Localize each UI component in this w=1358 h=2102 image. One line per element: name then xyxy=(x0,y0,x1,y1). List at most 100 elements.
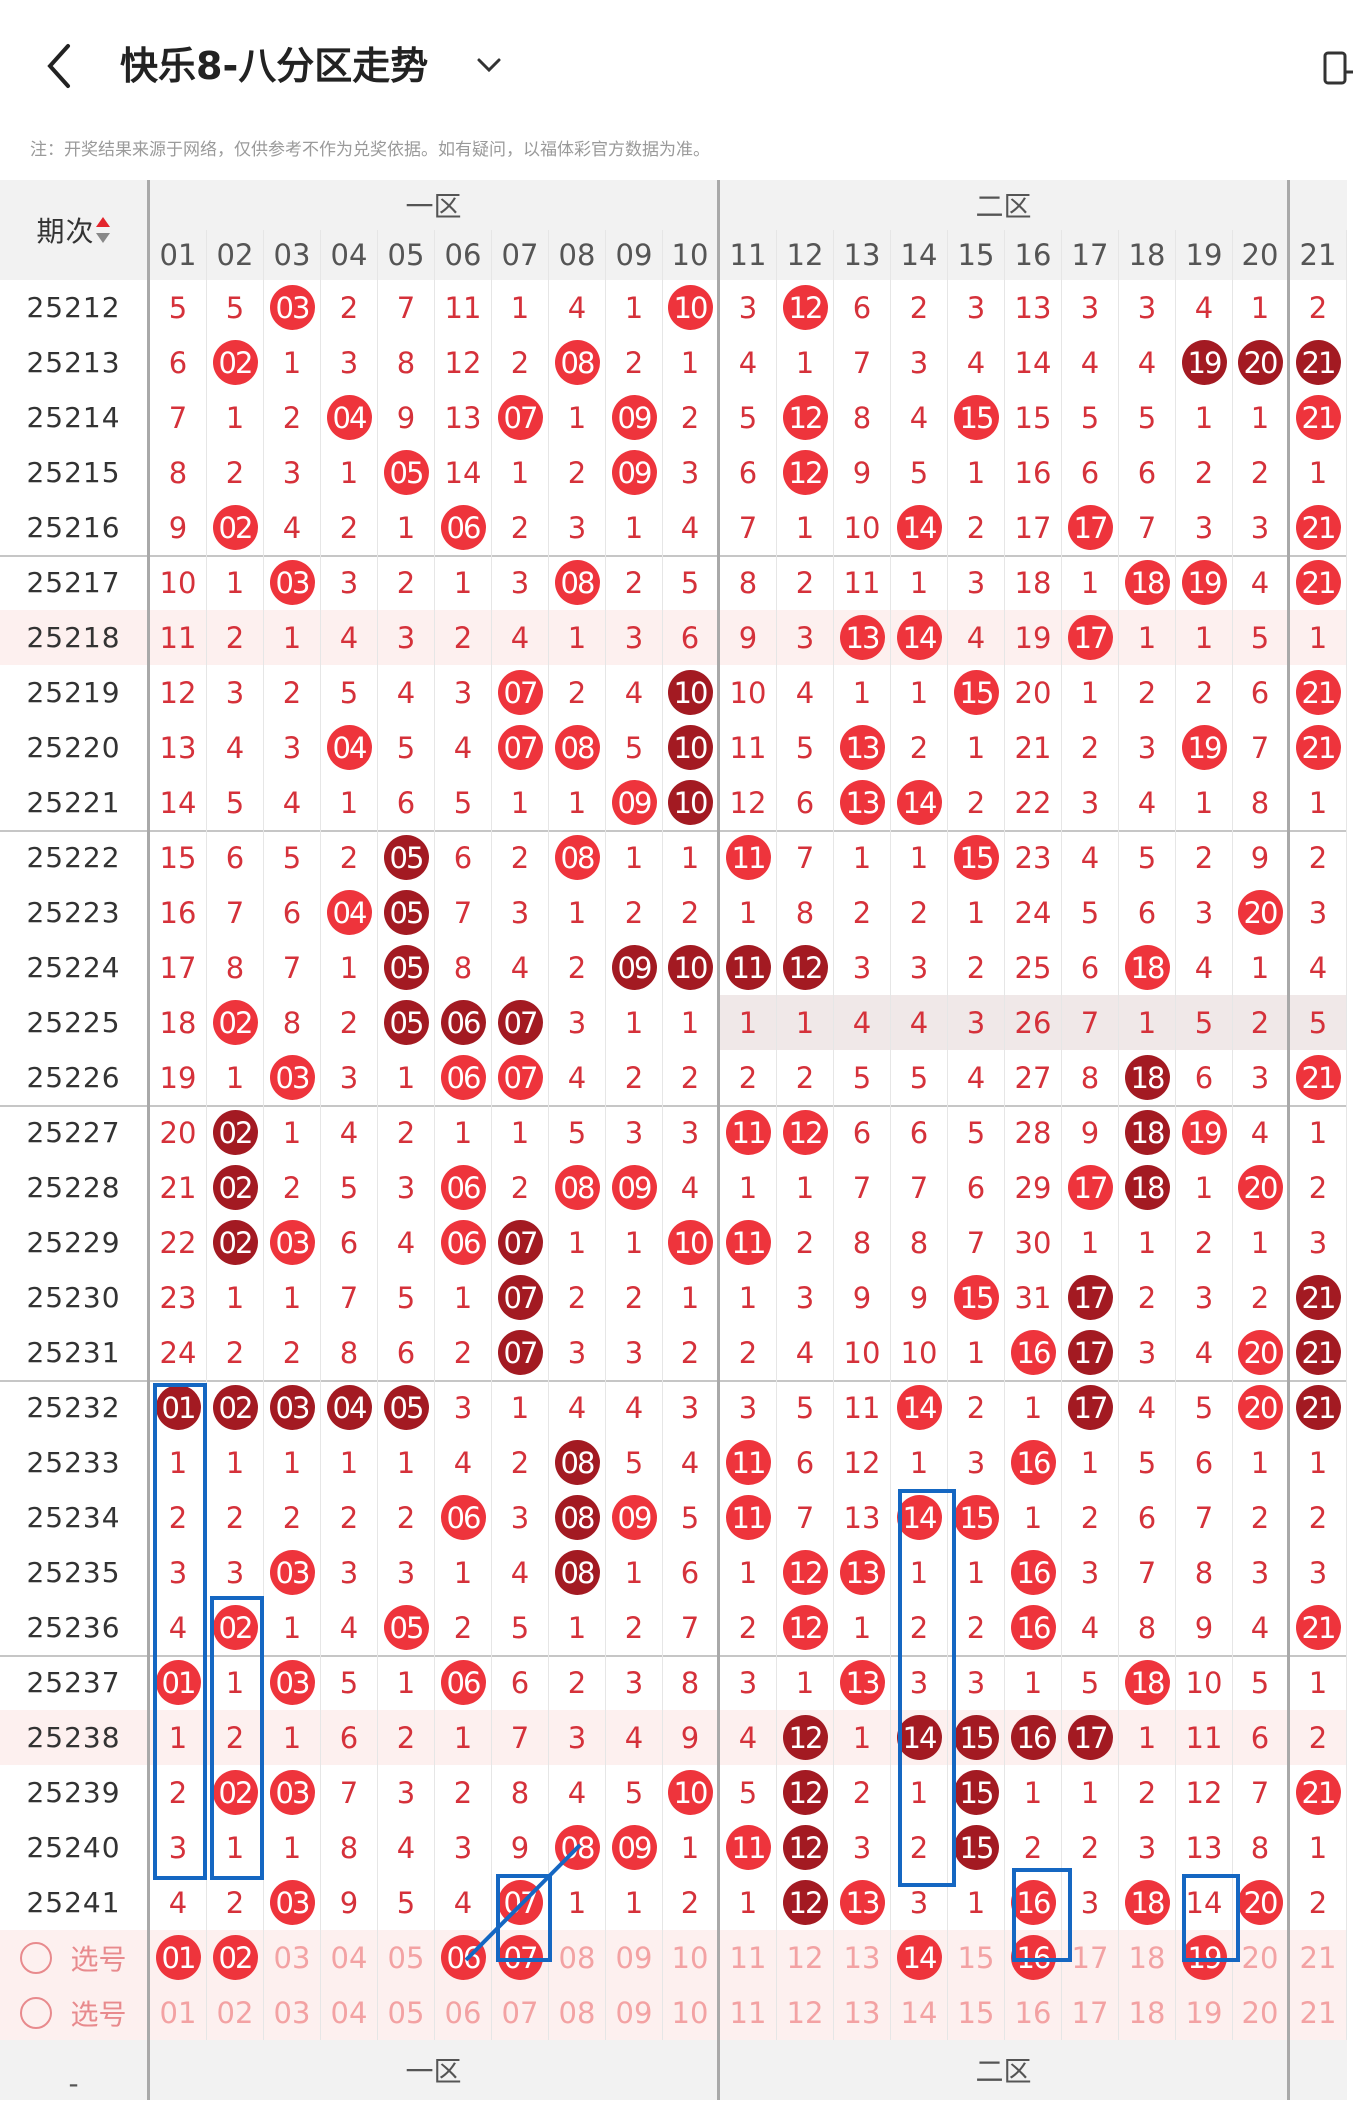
select-number[interactable]: 20 xyxy=(1233,1985,1290,2040)
miss-count-cell: 3 xyxy=(435,1380,492,1435)
selected-number[interactable]: 02 xyxy=(207,1930,264,1985)
back-arrow-icon[interactable] xyxy=(40,38,80,94)
number-ball: 12 xyxy=(782,285,828,330)
select-number[interactable]: 04 xyxy=(321,1930,378,1985)
miss-count-cell: 1 xyxy=(1005,1380,1062,1435)
device-icon[interactable] xyxy=(1322,50,1354,86)
select-number[interactable]: 08 xyxy=(549,1985,606,2040)
select-number[interactable]: 08 xyxy=(549,1930,606,1985)
number-ball[interactable]: 16 xyxy=(1010,1935,1056,1980)
miss-count-cell: 13 xyxy=(1176,1820,1233,1875)
selected-number[interactable]: 19 xyxy=(1176,1930,1233,1985)
miss-count-cell: 4 xyxy=(663,1435,720,1490)
miss-count-cell: 1 xyxy=(378,1435,435,1490)
miss-count-cell: 5 xyxy=(435,775,492,830)
chevron-down-icon[interactable] xyxy=(474,50,504,80)
select-number[interactable]: 09 xyxy=(606,1985,663,2040)
miss-count-cell: 4 xyxy=(1062,1600,1119,1655)
number-ball[interactable]: 19 xyxy=(1181,1935,1227,1980)
select-number[interactable]: 13 xyxy=(834,1985,891,2040)
number-ball[interactable]: 02 xyxy=(212,1935,258,1980)
number-ball: 12 xyxy=(782,1715,828,1760)
miss-count-cell: 3 xyxy=(1290,885,1347,940)
miss-count-cell: 24 xyxy=(150,1325,207,1380)
number-ball: 06 xyxy=(440,1165,486,1210)
select-number[interactable]: 12 xyxy=(777,1930,834,1985)
miss-count-cell: 7 xyxy=(777,1490,834,1545)
select-row-label[interactable]: 选号 xyxy=(0,1930,150,1985)
period-header[interactable]: 期次 xyxy=(0,180,150,280)
number-ball: 17 xyxy=(1067,1275,1113,1320)
select-number[interactable]: 17 xyxy=(1062,1930,1119,1985)
select-number[interactable]: 18 xyxy=(1119,1985,1176,2040)
miss-count-cell: 2 xyxy=(321,1490,378,1545)
drawn-number-cell: 10 xyxy=(663,940,720,995)
select-number[interactable]: 20 xyxy=(1233,1930,1290,1985)
number-ball: 12 xyxy=(782,1110,828,1155)
miss-count-cell: 9 xyxy=(663,1710,720,1765)
select-number[interactable]: 15 xyxy=(948,1985,1005,2040)
select-number[interactable]: 01 xyxy=(150,1985,207,2040)
select-number[interactable]: 18 xyxy=(1119,1930,1176,1985)
number-ball[interactable]: 14 xyxy=(896,1935,942,1980)
select-number[interactable]: 19 xyxy=(1176,1985,1233,2040)
period-label: 25212 xyxy=(0,280,150,335)
miss-count-cell: 6 xyxy=(435,830,492,885)
column-header: 04 xyxy=(321,230,378,280)
drawn-number-cell: 06 xyxy=(435,1490,492,1545)
number-ball: 04 xyxy=(326,395,372,440)
select-number[interactable]: 05 xyxy=(378,1930,435,1985)
number-ball: 10 xyxy=(667,1770,713,1815)
miss-count-cell: 3 xyxy=(948,1655,1005,1710)
miss-count-cell: 6 xyxy=(207,830,264,885)
select-number[interactable]: 11 xyxy=(720,1930,777,1985)
miss-count-cell: 11 xyxy=(150,610,207,665)
radio-circle-icon[interactable] xyxy=(20,1996,53,2029)
number-ball[interactable]: 01 xyxy=(155,1935,201,1980)
miss-count-cell: 5 xyxy=(606,1435,663,1490)
miss-count-cell: 7 xyxy=(435,885,492,940)
select-number[interactable]: 03 xyxy=(264,1930,321,1985)
radio-circle-icon[interactable] xyxy=(20,1941,53,1974)
miss-count-cell: 6 xyxy=(321,1215,378,1270)
selected-number[interactable]: 06 xyxy=(435,1930,492,1985)
number-ball: 02 xyxy=(212,1110,258,1155)
select-number[interactable]: 13 xyxy=(834,1930,891,1985)
select-number[interactable]: 21 xyxy=(1290,1930,1347,1985)
column-header: 16 xyxy=(1005,230,1062,280)
select-number[interactable]: 16 xyxy=(1005,1985,1062,2040)
select-number[interactable]: 10 xyxy=(663,1930,720,1985)
select-number[interactable]: 07 xyxy=(492,1985,549,2040)
miss-count-cell: 2 xyxy=(1233,445,1290,500)
select-number[interactable]: 06 xyxy=(435,1985,492,2040)
select-number[interactable]: 03 xyxy=(264,1985,321,2040)
select-number[interactable]: 21 xyxy=(1290,1985,1347,2040)
selected-number[interactable]: 01 xyxy=(150,1930,207,1985)
number-ball[interactable]: 06 xyxy=(440,1935,486,1980)
selected-number[interactable]: 16 xyxy=(1005,1930,1062,1985)
select-row: 选号 01 02 03 04 05 06 07 08 09 10 11 12 13 14 15 16 17 18 19… xyxy=(0,1985,1347,2040)
miss-count-cell: 9 xyxy=(1176,1600,1233,1655)
miss-count-cell: 4 xyxy=(1176,940,1233,995)
miss-count-cell: 3 xyxy=(1290,1215,1347,1270)
drawn-number-cell: 07 xyxy=(492,1270,549,1325)
select-row-label[interactable]: 选号 xyxy=(0,1985,150,2040)
miss-count-cell: 23 xyxy=(150,1270,207,1325)
select-number[interactable]: 14 xyxy=(891,1985,948,2040)
miss-count-cell: 1 xyxy=(1290,610,1347,665)
zone-footer-row: - 一区 二区 xyxy=(0,2040,1347,2100)
select-number[interactable]: 05 xyxy=(378,1985,435,2040)
miss-count-cell: 2 xyxy=(549,665,606,720)
miss-count-cell: 4 xyxy=(777,665,834,720)
select-number[interactable]: 04 xyxy=(321,1985,378,2040)
select-number[interactable]: 11 xyxy=(720,1985,777,2040)
selected-number[interactable]: 14 xyxy=(891,1930,948,1985)
select-number[interactable]: 02 xyxy=(207,1985,264,2040)
miss-count-cell: 2 xyxy=(549,1655,606,1710)
select-number[interactable]: 12 xyxy=(777,1985,834,2040)
select-number[interactable]: 17 xyxy=(1062,1985,1119,2040)
select-number[interactable]: 09 xyxy=(606,1930,663,1985)
select-number[interactable]: 15 xyxy=(948,1930,1005,1985)
select-number[interactable]: 10 xyxy=(663,1985,720,2040)
miss-count-cell: 1 xyxy=(1176,1160,1233,1215)
